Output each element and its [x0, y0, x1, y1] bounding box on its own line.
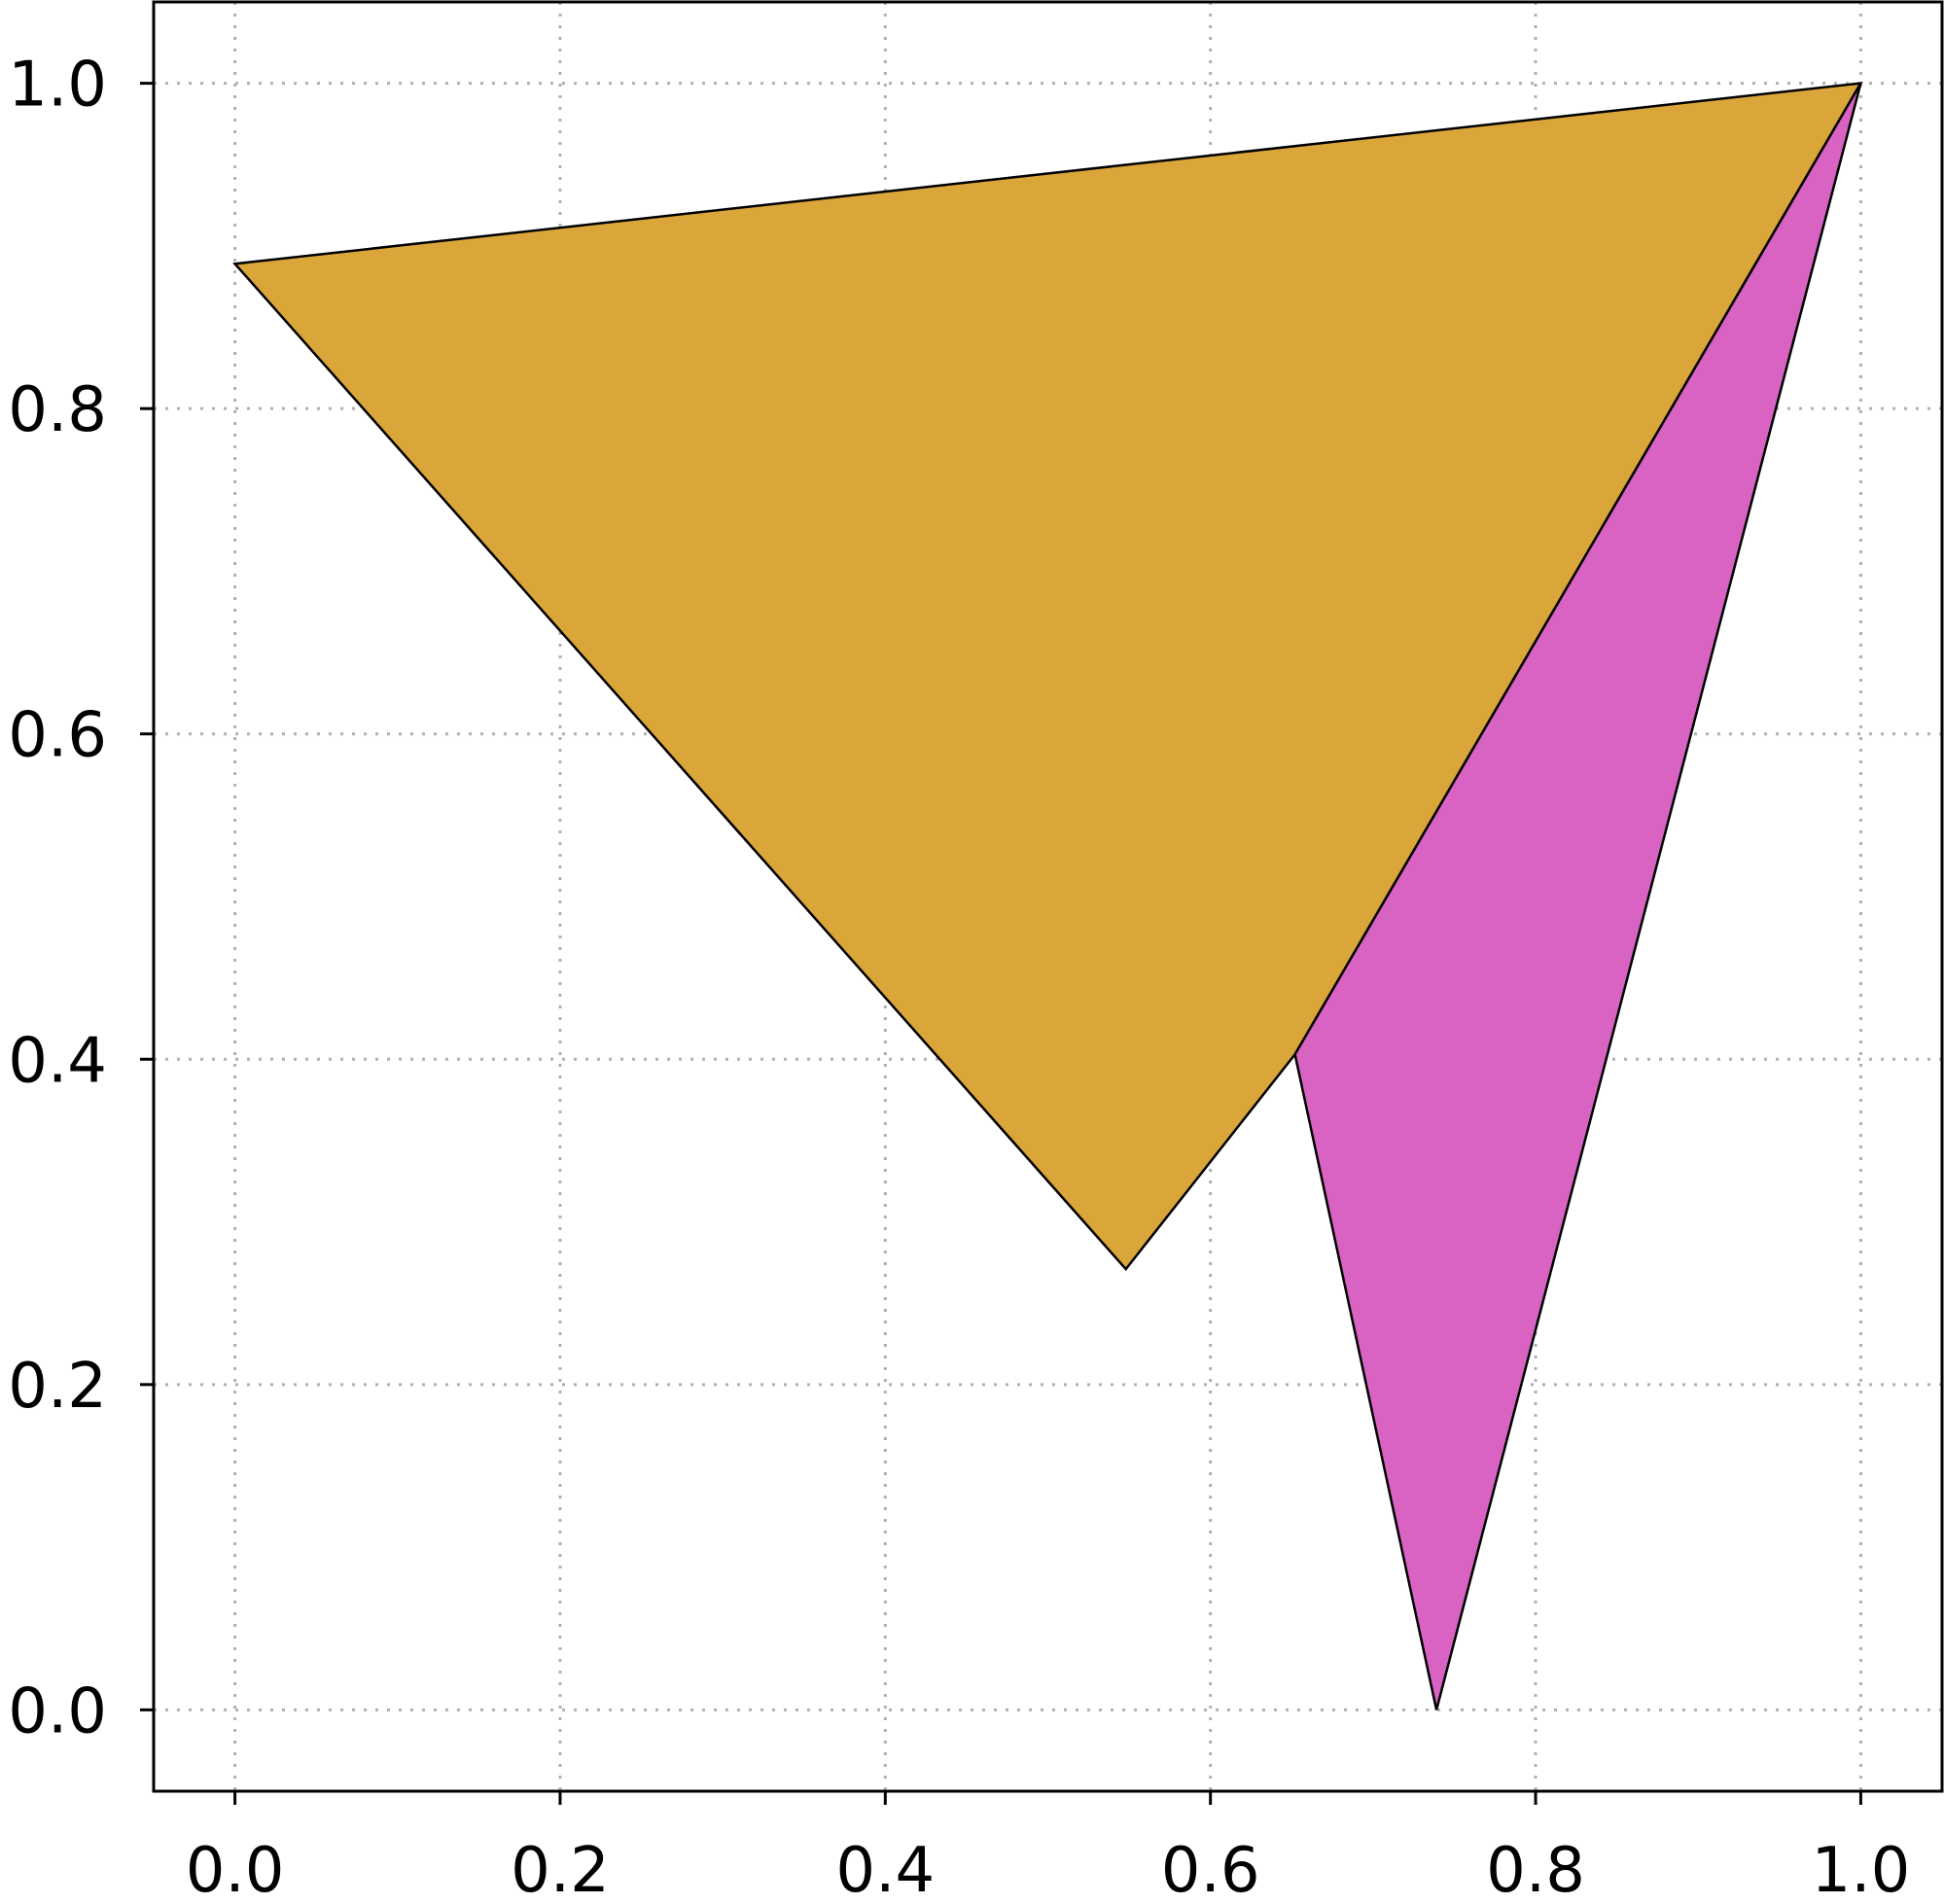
y-tick-label: 0.4 — [8, 1025, 107, 1097]
x-tick-label: 0.2 — [511, 1835, 610, 1904]
y-tick-label: 0.0 — [8, 1675, 107, 1747]
ticks: 0.0 0.2 0.4 0.6 0.8 1.0 0.0 0.2 0.4 0.6 0.8 1.0 — [8, 50, 1910, 1904]
x-tick-label: 0.6 — [1161, 1835, 1260, 1904]
y-tick-label: 0.6 — [8, 700, 107, 772]
axes-frame — [152, 0, 1944, 1793]
x-tick-label: 1.0 — [1812, 1835, 1911, 1904]
polygons — [232, 82, 1863, 1710]
polygon-1 — [1293, 82, 1862, 1710]
x-tick-label: 0.4 — [835, 1835, 935, 1904]
x-tick-label: 0.8 — [1486, 1835, 1585, 1904]
y-tick-label: 0.8 — [8, 374, 107, 446]
y-tick-label: 1.0 — [8, 50, 107, 122]
y-tick-label: 0.2 — [8, 1351, 107, 1423]
x-tick-label: 0.0 — [186, 1835, 285, 1904]
